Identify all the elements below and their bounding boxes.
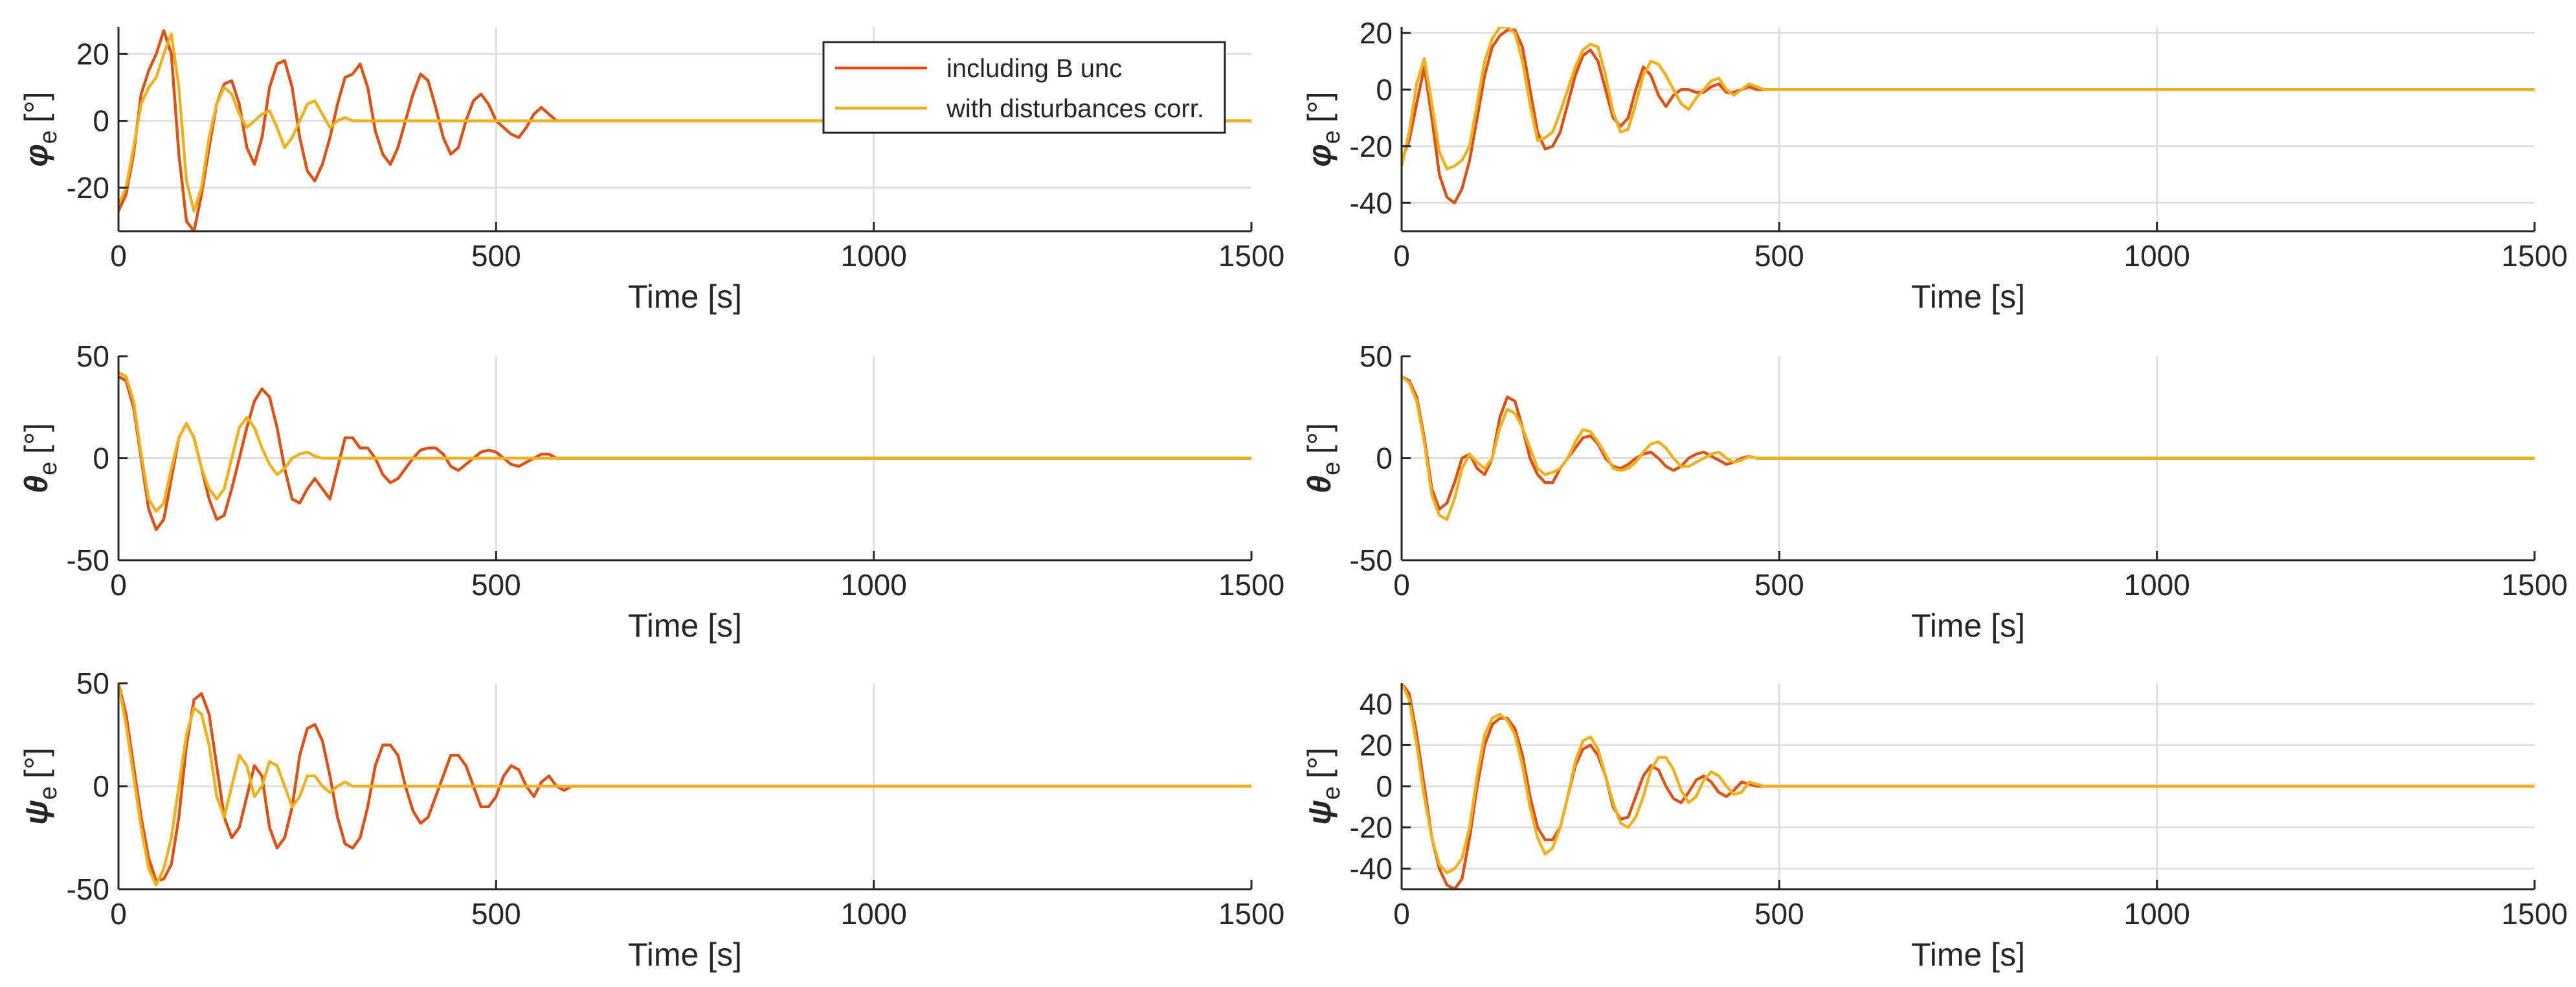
y-axis-label-unit: [°] [18, 423, 54, 454]
x-tick-label: 1500 [1218, 568, 1284, 602]
plot-panel-right-psi: 0 500 1000 1500 -40 -20 0 20 40 Time [s] ψe [°] [1301, 683, 2568, 973]
x-tick-label: 1500 [1218, 897, 1284, 931]
x-axis-label: Time [s] [1911, 278, 2025, 315]
x-tick-label: 1000 [2123, 897, 2190, 931]
y-axis-label-unit: [°] [1301, 91, 1338, 122]
series-line-2 [118, 371, 1251, 513]
y-tick-label: -50 [67, 543, 109, 577]
legend-box [822, 41, 1226, 134]
y-axis-label-subscript: e [1318, 786, 1345, 800]
series-line-2 [1402, 375, 2535, 521]
x-tick-label: 0 [110, 239, 127, 273]
y-axis-label-symbol: θ [18, 475, 54, 493]
x-tick-label: 0 [110, 897, 127, 931]
y-axis-label-unit: [°] [18, 747, 54, 778]
x-tick-label: 1000 [2123, 239, 2190, 273]
plot-panel-right-phi: 0 500 1000 1500 -40 -20 0 20 Time [s] φe [°] [1301, 16, 2568, 315]
x-axis-label: Time [s] [628, 936, 742, 973]
x-tick-label: 500 [1754, 239, 1804, 273]
x-tick-label: 500 [1754, 568, 1804, 602]
x-tick-label: 1500 [2502, 568, 2568, 602]
plot-area [1402, 27, 2535, 231]
x-tick-label: 500 [471, 568, 521, 602]
x-tick-label: 1000 [2123, 568, 2190, 602]
y-axis-label: φe [°] [1301, 91, 1345, 166]
x-tick-label: 0 [110, 568, 127, 602]
y-tick-label: 0 [93, 442, 109, 475]
legend-entry-label: including B unc [946, 54, 1122, 83]
y-axis-label-subscript: e [1318, 462, 1345, 475]
y-tick-label: -40 [1350, 852, 1393, 885]
y-axis-label-unit: [°] [1301, 423, 1338, 454]
y-tick-label: -20 [1350, 130, 1393, 163]
x-tick-label: 1000 [840, 568, 906, 602]
x-tick-label: 0 [1393, 239, 1410, 273]
y-axis-label-symbol: φ [1301, 144, 1338, 166]
y-tick-label: 0 [1376, 73, 1393, 106]
x-tick-label: 0 [1393, 897, 1410, 931]
y-axis-label-subscript: e [1318, 130, 1345, 144]
x-tick-label: 1000 [840, 897, 906, 931]
x-tick-label: 500 [471, 897, 521, 931]
x-axis-label: Time [s] [1911, 936, 2025, 973]
series-line-2 [118, 683, 1251, 887]
x-tick-label: 1500 [1218, 239, 1284, 273]
x-axis-label: Time [s] [628, 607, 742, 644]
x-tick-label: 1500 [2502, 897, 2568, 931]
x-tick-label: 500 [1754, 897, 1804, 931]
y-axis-label: θe [°] [18, 423, 62, 493]
legend: including B unc with disturbances corr. [822, 41, 1226, 134]
y-axis-label-symbol: ψ [18, 800, 54, 825]
y-axis-label-subscript: e [35, 786, 62, 800]
y-tick-label: 0 [93, 104, 109, 138]
x-tick-label: 1000 [840, 239, 906, 273]
y-tick-label: 20 [1360, 16, 1393, 50]
x-axis-label: Time [s] [1911, 607, 2025, 644]
y-tick-label: 0 [93, 769, 109, 803]
x-tick-label: 0 [1393, 568, 1410, 602]
y-tick-label: 0 [1376, 442, 1393, 475]
series-line-1 [118, 683, 1251, 883]
x-axis-label: Time [s] [628, 278, 742, 315]
y-tick-label: -50 [67, 872, 109, 906]
y-axis-label-symbol: θ [1301, 475, 1338, 493]
series-line-2 [1402, 683, 2535, 874]
y-tick-label: 40 [1360, 687, 1393, 721]
y-tick-label: 20 [76, 37, 109, 71]
y-tick-label: -20 [67, 171, 109, 205]
series-line-2 [1402, 27, 2535, 171]
legend-entry-label: with disturbances corr. [946, 95, 1204, 123]
y-tick-label: 50 [1360, 339, 1393, 373]
y-tick-label: 50 [76, 339, 109, 373]
y-tick-label: 50 [76, 666, 109, 700]
y-tick-label: 20 [1360, 728, 1393, 762]
y-axis-label: φe [°] [18, 91, 62, 166]
y-axis-label: ψe [°] [18, 747, 62, 825]
y-tick-label: -40 [1350, 186, 1393, 220]
y-axis-label-subscript: e [35, 462, 62, 475]
y-axis-label-symbol: φ [18, 144, 54, 166]
x-tick-label: 1500 [2502, 239, 2568, 273]
y-axis-label-unit: [°] [1301, 747, 1338, 778]
y-axis-label-unit: [°] [18, 91, 54, 122]
y-tick-label: -50 [1350, 543, 1393, 577]
y-tick-label: -20 [1350, 811, 1393, 845]
x-tick-label: 500 [471, 239, 521, 273]
y-axis-label: θe [°] [1301, 423, 1345, 493]
y-axis-label: ψe [°] [1301, 747, 1345, 825]
y-tick-label: 0 [1376, 769, 1393, 803]
y-axis-label-subscript: e [35, 130, 62, 144]
y-axis-label-symbol: ψ [1301, 800, 1338, 825]
series-line-2 [118, 32, 1251, 213]
